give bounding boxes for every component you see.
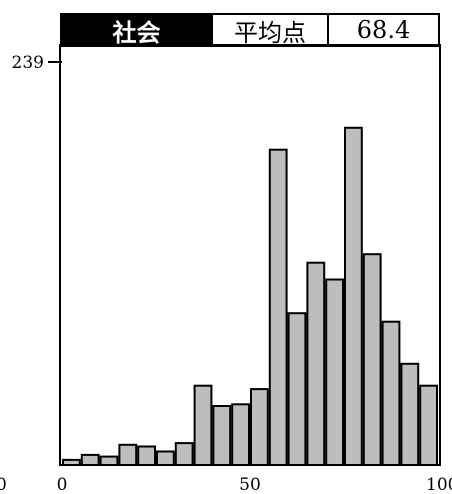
histogram-bar — [325, 278, 345, 466]
y-tick-label: 239 — [12, 53, 44, 73]
subject-label: 社会 — [60, 13, 213, 47]
histogram-bar — [362, 253, 382, 466]
histogram-bar — [268, 148, 288, 466]
histogram-bar — [250, 388, 269, 467]
histogram-bar — [381, 320, 401, 467]
histogram-bar — [344, 126, 363, 467]
histogram-bar — [231, 403, 250, 466]
histogram-bar — [287, 312, 307, 467]
histogram-bar — [137, 445, 156, 466]
x-tick-label: 50 — [239, 475, 261, 494]
histogram-bar — [174, 442, 194, 467]
histogram-bar — [193, 384, 213, 467]
histogram-bar — [306, 261, 326, 467]
histogram-bar — [212, 405, 232, 466]
histogram-bar — [80, 453, 100, 466]
histogram-bar — [156, 450, 175, 466]
y-tick-label: 0 — [0, 475, 7, 494]
histogram-bar — [62, 458, 81, 466]
x-tick-label: 0 — [57, 475, 68, 494]
histogram-bar — [118, 443, 138, 466]
histogram-bar — [99, 455, 119, 467]
histogram-bar — [400, 362, 420, 466]
x-tick-label: 100 — [426, 475, 452, 494]
average-value: 68.4 — [327, 13, 440, 47]
histogram-bar — [419, 384, 439, 467]
